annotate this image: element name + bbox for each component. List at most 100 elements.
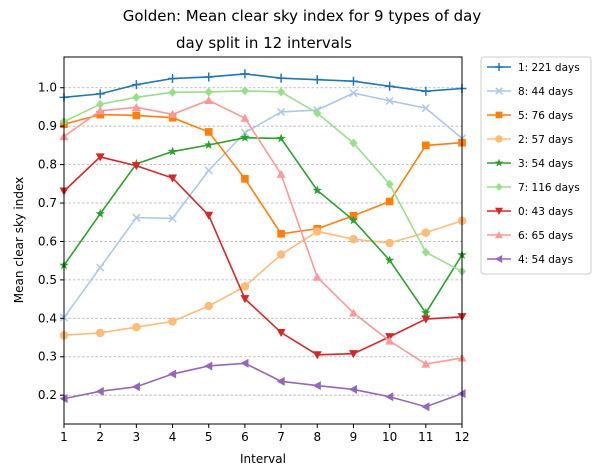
data-point: [204, 361, 213, 371]
data-point: [204, 72, 214, 82]
x-tick-label: 4: [169, 430, 177, 444]
data-point: [204, 95, 214, 105]
data-point: [132, 322, 141, 332]
y-tick-label: 1.0: [38, 81, 57, 95]
legend-marker: [495, 63, 503, 71]
legend-entry: 6: 65 days: [487, 230, 573, 242]
legend: 1: 221 days 8: 44 days 5: 76 days 2: 57 day…: [480, 56, 592, 275]
data-point: [95, 386, 104, 396]
data-point: [167, 146, 178, 156]
series-8: [59, 358, 466, 412]
y-tick-label: 0.3: [38, 350, 57, 364]
legend-label: 4: 54 days: [518, 254, 573, 266]
legend-marker: [495, 111, 503, 119]
plot-frame: [63, 56, 463, 425]
data-point: [240, 358, 249, 368]
x-tick-label: 9: [350, 430, 358, 444]
x-tick-label: 11: [418, 430, 433, 444]
data-point: [131, 102, 141, 111]
data-point: [168, 174, 178, 183]
legend-label: 5: 76 days: [518, 110, 573, 122]
x-tick-label: 3: [133, 430, 141, 444]
legend-entry: 2: 57 days: [487, 134, 573, 146]
data-point: [276, 376, 285, 386]
data-point: [276, 328, 286, 338]
series-line: [63, 92, 463, 319]
data-point: [95, 89, 105, 99]
data-point: [96, 110, 105, 119]
data-point: [313, 108, 322, 118]
data-point: [312, 351, 322, 360]
series-line: [63, 99, 463, 365]
legend-label: 0: 43 days: [518, 206, 573, 218]
legend-label: 7: 116 days: [518, 182, 580, 194]
x-tick-label: 12: [454, 430, 469, 444]
data-point: [348, 215, 359, 225]
data-point: [132, 111, 141, 120]
data-point: [421, 307, 431, 317]
data-point: [240, 86, 249, 96]
data-point: [277, 87, 286, 97]
data-point: [132, 92, 141, 102]
data-point: [312, 272, 322, 281]
x-tick-label: 2: [96, 430, 104, 444]
data-point: [421, 86, 431, 96]
x-tick-label: 8: [313, 430, 321, 444]
series-line: [63, 219, 463, 337]
data-point: [131, 80, 141, 90]
series-line: [63, 73, 463, 99]
data-point: [240, 282, 250, 291]
data-point: [349, 138, 358, 148]
data-point: [95, 106, 105, 115]
y-tick-label: 0.9: [38, 119, 57, 133]
data-point: [421, 141, 430, 150]
x-axis-label: Interval: [240, 452, 286, 466]
data-point: [95, 208, 105, 218]
x-tick-label: 10: [382, 430, 397, 444]
series-line: [63, 90, 463, 273]
data-point: [168, 87, 177, 97]
legend-entry: 1: 221 days: [487, 62, 580, 74]
data-point: [421, 359, 431, 368]
data-point: [312, 381, 321, 391]
data-point: [421, 103, 430, 113]
data-point: [204, 140, 214, 150]
x-tick-label: 7: [277, 430, 285, 444]
data-point: [168, 74, 178, 84]
legend-label: 3: 54 days: [518, 158, 573, 170]
data-point: [240, 128, 250, 137]
chart-title-line-2: day split in 12 intervals: [176, 34, 352, 52]
data-point: [276, 250, 286, 259]
y-tick-label: 0.7: [38, 196, 57, 210]
data-point: [204, 87, 213, 97]
data-point: [240, 132, 250, 142]
series-3: [59, 216, 467, 340]
axes: 0.20.30.40.50.60.70.80.91.01 2 3 4 5 6 7 8 9 10 11…: [38, 81, 470, 444]
data-point: [385, 197, 394, 206]
data-point: [421, 315, 431, 324]
data-point: [240, 295, 250, 304]
series-2: [60, 110, 466, 238]
series-line: [63, 113, 463, 235]
data-point: [95, 328, 105, 338]
chart-title-line-1: Golden: Mean clear sky index for 9 types…: [123, 7, 482, 25]
data-point: [96, 99, 105, 109]
data-point: [349, 234, 358, 244]
data-point: [276, 169, 286, 178]
series-line: [63, 156, 463, 356]
data-point: [204, 128, 213, 136]
data-point: [312, 227, 322, 236]
data-point: [312, 185, 322, 195]
y-tick-label: 0.5: [38, 273, 57, 287]
data-point: [168, 214, 177, 223]
data-point: [168, 369, 177, 379]
series-6: [59, 153, 467, 360]
legend-label: 8: 44 days: [518, 86, 573, 98]
gridlines: [64, 87, 462, 396]
data-point: [131, 382, 140, 392]
data-point: [384, 255, 395, 265]
y-tick-label: 0.8: [38, 158, 57, 172]
data-point: [421, 228, 431, 237]
series-5: [59, 86, 467, 276]
